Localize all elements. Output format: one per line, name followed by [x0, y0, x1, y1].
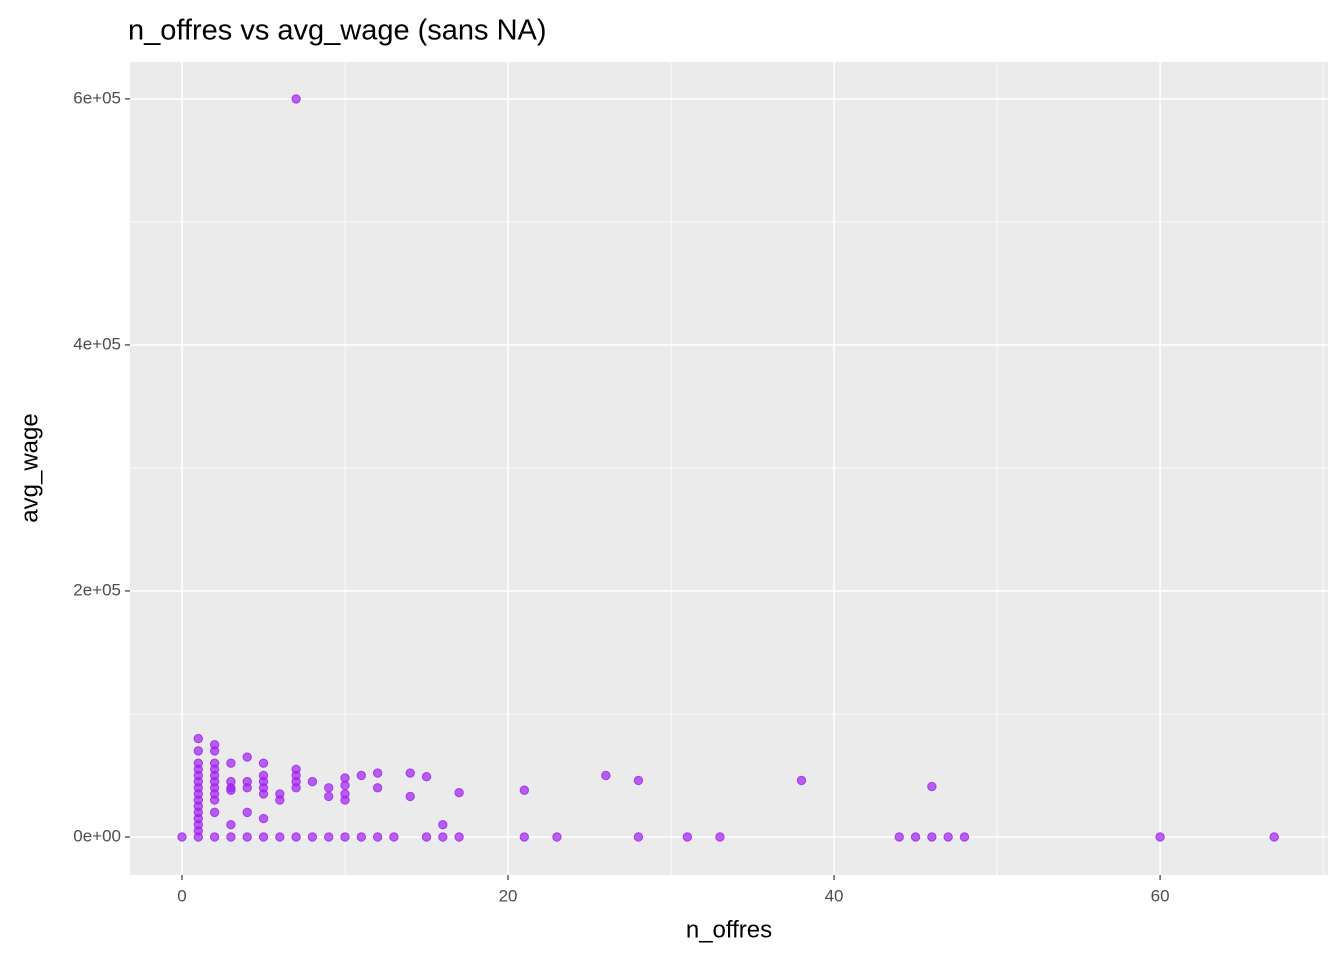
- point: [307, 776, 318, 787]
- point: [796, 775, 807, 786]
- point: [258, 758, 269, 768]
- point: [291, 832, 301, 842]
- point: [307, 832, 318, 842]
- y-axis-title: avg_wage: [16, 413, 43, 522]
- x-tick-label: 0: [177, 886, 186, 905]
- point: [405, 768, 415, 778]
- point: [193, 826, 204, 836]
- point: [242, 832, 252, 842]
- x-tick-label: 40: [825, 886, 844, 905]
- x-tick-label: 20: [499, 886, 518, 905]
- point: [356, 832, 367, 842]
- point: [1155, 832, 1165, 842]
- point: [324, 783, 334, 793]
- point: [438, 832, 448, 842]
- point: [226, 785, 236, 795]
- point: [519, 832, 530, 842]
- point: [258, 813, 269, 824]
- point: [226, 819, 236, 830]
- point: [226, 758, 236, 768]
- point: [682, 832, 693, 842]
- point: [633, 832, 644, 842]
- point: [356, 770, 367, 781]
- point: [275, 832, 285, 842]
- point: [372, 832, 383, 842]
- point: [291, 94, 301, 104]
- point: [421, 832, 432, 842]
- point: [258, 832, 269, 842]
- point: [242, 783, 252, 793]
- y-tick-label: 0e+00: [73, 826, 121, 845]
- point: [242, 807, 252, 818]
- point: [633, 775, 644, 786]
- point: [927, 781, 937, 792]
- point: [275, 795, 285, 805]
- point: [209, 746, 220, 756]
- point: [324, 832, 334, 842]
- point: [552, 832, 562, 842]
- point: [242, 752, 252, 762]
- point: [1269, 832, 1279, 842]
- chart-title: n_offres vs avg_wage (sans NA): [128, 15, 547, 47]
- point: [340, 795, 350, 805]
- point: [454, 832, 464, 842]
- point: [209, 807, 220, 818]
- point: [226, 832, 236, 842]
- point: [372, 783, 383, 793]
- point: [438, 819, 448, 830]
- point: [389, 832, 399, 842]
- point: [193, 733, 204, 744]
- point: [927, 832, 937, 842]
- point: [894, 832, 904, 842]
- point: [340, 832, 350, 842]
- point: [209, 832, 220, 842]
- point: [910, 832, 921, 842]
- point: [291, 783, 301, 793]
- point: [177, 832, 187, 842]
- point: [421, 772, 432, 782]
- x-axis-title: n_offres: [686, 916, 772, 943]
- y-tick-label: 2e+05: [73, 580, 121, 599]
- point: [258, 789, 269, 799]
- point: [340, 780, 350, 791]
- point: [193, 746, 204, 756]
- point: [454, 788, 464, 798]
- point: [324, 791, 334, 802]
- point: [209, 795, 220, 805]
- plot-panel: [130, 62, 1328, 875]
- y-tick-label: 6e+05: [73, 88, 121, 107]
- y-tick-label: 4e+05: [73, 334, 121, 353]
- point: [601, 770, 611, 781]
- point: [959, 832, 970, 842]
- point: [405, 791, 415, 802]
- x-tick-label: 60: [1151, 886, 1170, 905]
- point: [943, 832, 953, 842]
- point: [715, 832, 725, 842]
- point: [519, 785, 530, 795]
- point: [372, 768, 383, 778]
